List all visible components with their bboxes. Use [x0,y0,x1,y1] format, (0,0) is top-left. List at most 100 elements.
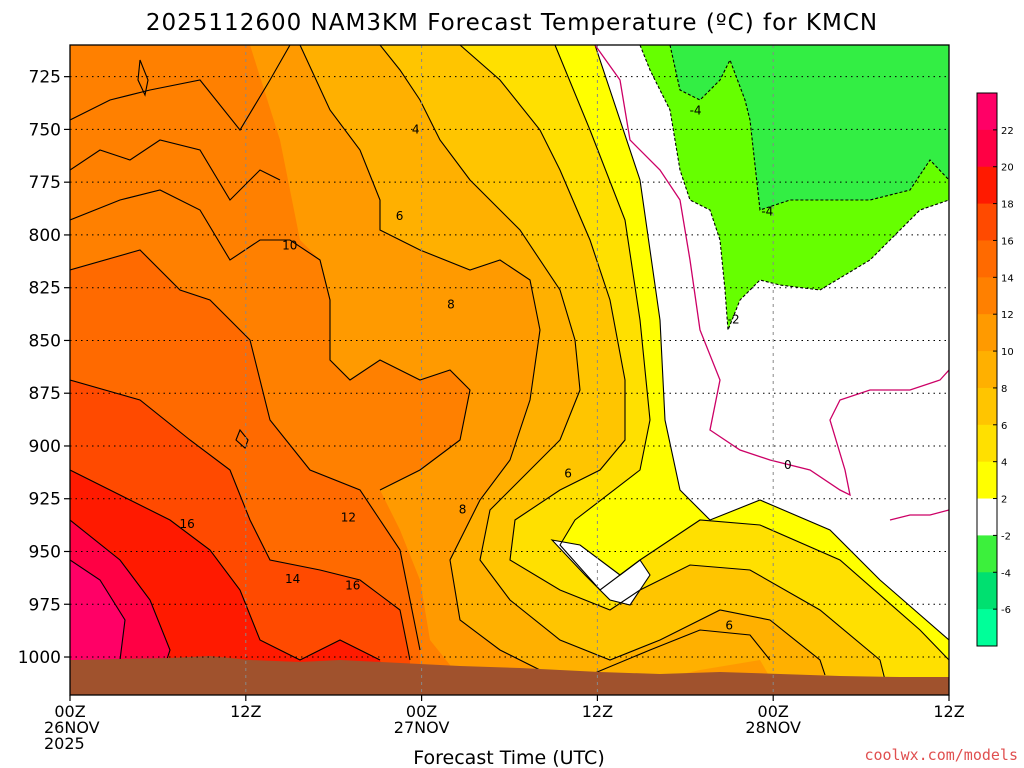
contour-label: 16 [345,578,360,592]
chart-title: 2025112600 NAM3KM Forecast Temperature (… [146,10,878,36]
plot-border [69,44,950,696]
colorbar-swatch [977,498,997,536]
contour-8 [379,45,826,676]
contour-label: -4 [761,205,773,219]
contour-10b [70,189,471,491]
contour-label: 4 [412,122,420,136]
contour-label: 8 [459,502,467,516]
colorbar-tick-label: 6 [1001,421,1007,432]
y-tick-label: 875 [29,384,61,404]
colorbar-tick-label: 14 [1001,273,1014,284]
y-tick-label: 725 [29,68,61,88]
x-tick-label: 28NOV [745,718,801,737]
isotherm-0b [889,509,949,521]
colorbar-tick-label: 8 [1001,384,1007,395]
contour-minus2 [639,45,949,331]
contour-small-loop2 [137,59,149,97]
colorbar-tick-label: 2 [1001,495,1007,506]
contour-6 [459,45,886,681]
colorbar-tick-label: 4 [1001,458,1007,469]
colorbar-swatch [977,461,997,500]
x-tick-label: 00Z [758,702,789,721]
colorbar: 22 20 18 16 14 12 10 8 6 4 2 -2 -4 -6 [976,92,1014,647]
y-tick-label: 800 [29,226,61,246]
contour-label: -2 [728,312,740,326]
contour-lines [70,45,949,681]
colorbar-swatch [977,424,997,463]
x-tick-label: 12Z [230,702,261,721]
colorbar-swatch [977,93,997,131]
contour-upper-a [70,45,291,131]
y-axis: 725 750 775 800 825 850 875 900 925 950 975 1000 [18,68,70,668]
colorbar-tick-label: 18 [1001,200,1014,211]
x-axis-label: Forecast Time (UTC) [413,747,604,768]
contour-label: 14 [285,572,300,586]
colorbar-swatch [977,240,997,278]
contour-label: 6 [396,209,404,223]
gridlines [70,45,949,695]
y-tick-label: 825 [29,279,61,299]
colorbar-swatch [977,572,997,610]
colorbar-swatch [977,203,997,241]
contour-2 [594,45,949,641]
fill-pocket [552,540,650,605]
colorbar-tick-label: 12 [1001,310,1014,321]
contour-label: 8 [447,298,455,312]
y-tick-label: 900 [29,437,61,457]
colorbar-swatch [977,129,997,168]
contour-labels: 4 6 10 8 12 16 8 6 14 16 6 0 -4 -4 -2 [180,103,792,632]
contour-10 [299,45,541,671]
y-tick-label: 925 [29,490,61,510]
colorbar-tick-label: -6 [1001,605,1011,616]
contour-pocket [550,539,651,606]
colorbar-swatch [977,166,997,205]
colorbar-tick-label: 20 [1001,163,1014,174]
colorbar-swatch [977,535,997,573]
colorbar-border [976,92,998,647]
contour-label: 6 [725,618,733,632]
contour-label: 16 [180,517,195,531]
colorbar-tick-label: -4 [1001,568,1011,579]
fill-below-minus4 [670,45,949,210]
x-tick-label: 12Z [582,702,613,721]
ground-surface [70,656,949,695]
y-tick-label: 775 [29,173,61,193]
contour-14 [70,379,411,661]
x-tick-label: 27NOV [394,718,450,737]
y-tick-label: 850 [29,331,61,351]
contour-upper-b [70,139,281,201]
temperature-fill [70,45,949,695]
credit-text: coolwx.com/models [864,746,1018,764]
contour-label: 0 [784,458,792,472]
y-tick-label: 950 [29,542,61,562]
contour-label: -4 [690,103,702,117]
colorbar-tick-label: -2 [1001,531,1011,542]
x-tick-label: 26NOV [44,718,100,737]
x-tick-label: 00Z [54,702,85,721]
contour-label: 10 [282,238,297,252]
freezing-lines [594,45,949,521]
negative-contours [639,45,949,331]
colorbar-swatch [977,351,997,389]
y-tick-label: 975 [29,595,61,615]
contour-4 [554,45,949,661]
colorbar-tick-label: 22 [1001,126,1014,137]
colorbar-tick-label: 16 [1001,236,1014,247]
x-tick-label: 12Z [933,702,964,721]
fill-22-plus [70,560,125,670]
y-tick-label: 1000 [18,648,61,668]
contour-12 [70,249,421,651]
contour-16 [70,469,381,661]
x-tick-label: 00Z [406,702,437,721]
isotherm-0 [594,45,949,497]
colorbar-tick-label: 10 [1001,347,1014,358]
contour-minus4 [669,45,949,211]
colorbar-swatch [977,387,997,426]
contour-label: 6 [564,466,572,480]
contour-small-loop [235,428,249,449]
contour-label: 12 [341,511,356,525]
y-tick-label: 750 [29,120,61,140]
colorbar-swatch [977,609,997,647]
